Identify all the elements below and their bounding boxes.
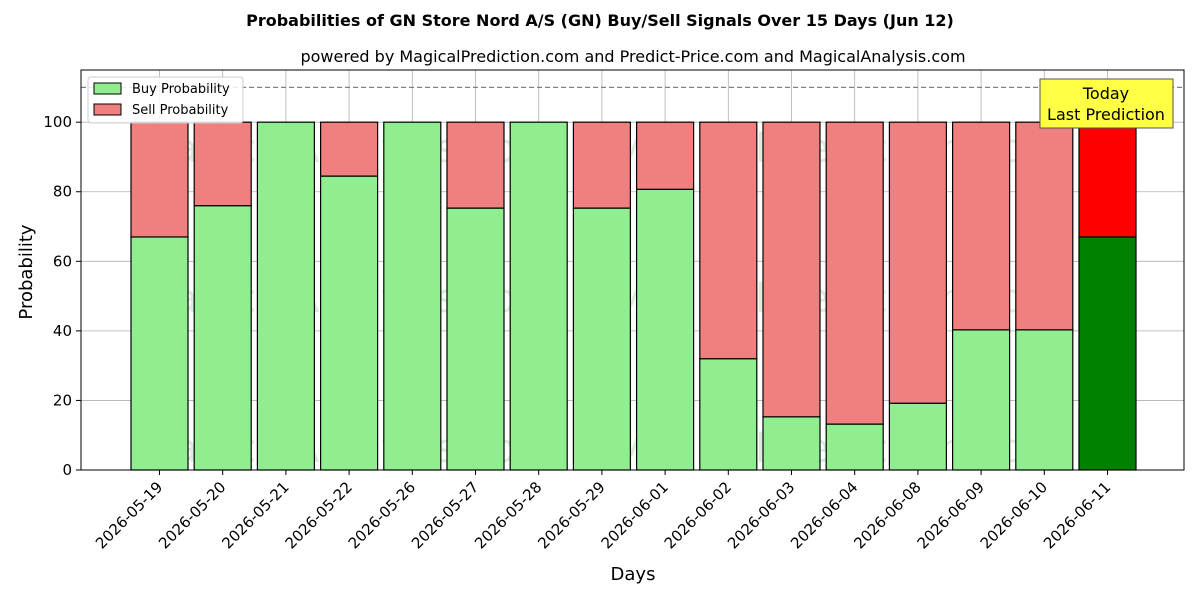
buy-bar [825,423,884,471]
chart-title: Probabilities of GN Store Nord A/S (GN) … [246,11,954,30]
x-tick-label: 2026-06-09 [914,478,988,552]
y-axis-label: Probability [16,224,37,319]
x-tick-label: 2026-05-19 [92,478,166,552]
buy-bar [509,121,568,471]
x-tick-label: 2026-06-04 [787,478,861,552]
x-tick-label: 2026-06-08 [850,478,924,552]
sell-bar [951,121,1011,331]
legend-box [87,76,244,124]
x-tick-label: 2026-06-02 [661,478,735,552]
sell-bar [635,121,695,190]
y-tick-label: 20 [53,391,72,409]
y-tick-label: 80 [53,183,72,201]
x-tick-label: 2026-06-11 [1040,478,1114,552]
y-tick-label: 100 [43,113,72,131]
x-tick-label: 2026-06-10 [977,478,1051,552]
buy-bar [256,121,315,471]
sell-bar [1015,121,1074,331]
sell-bar [446,121,505,209]
buy-bar [699,358,758,471]
x-tick-label: 2026-05-29 [534,478,608,552]
today-box [1039,78,1174,129]
buy-bar [1015,329,1074,471]
sell-bar [320,121,379,177]
legend-swatch [93,82,122,95]
x-axis-label: Days [611,564,656,585]
buy-bar [193,205,252,471]
today-text: Today [1082,84,1129,103]
y-tick-label: 60 [53,252,72,270]
plot-frame [80,69,1185,471]
legend-swatch [93,103,122,116]
legend-label: Buy Probability [132,82,230,97]
buy-bar [888,402,948,471]
y-tick-label: 40 [53,322,72,340]
y-tick-label: 0 [62,461,72,479]
sell-bar [130,121,189,238]
sell-bar [825,121,884,425]
buy-bar [383,121,442,471]
x-tick-label: 2026-05-20 [155,478,229,552]
sell-bar [699,121,758,360]
sell-bar [1078,121,1137,238]
chart-subtitle: powered by MagicalPrediction.com and Pre… [300,47,965,66]
x-tick-label: 2026-05-21 [218,478,292,552]
x-tick-label: 2026-05-22 [282,478,356,552]
sell-bar [762,121,821,418]
buy-bar [951,329,1011,471]
buy-bar [446,207,505,471]
sell-bar [572,121,632,209]
bars [130,121,1137,471]
x-tick-label: 2026-06-01 [598,478,672,552]
x-tick-label: 2026-05-28 [471,478,545,552]
today-annotation: Today Last Prediction [1039,78,1174,129]
x-tick-label: 2026-05-26 [345,478,419,552]
buy-bar [572,207,632,471]
sell-bar [193,121,252,207]
buy-bar [320,175,379,471]
buy-bar [635,188,695,471]
legend: Buy Probability Sell Probability [87,76,244,124]
today-text: Last Prediction [1047,105,1165,124]
buy-bar [130,236,189,471]
x-tick-label: 2026-05-27 [408,478,482,552]
buy-bar [1078,236,1137,471]
x-tick-label: 2026-06-03 [724,478,798,552]
buy-bar [762,416,821,471]
legend-label: Sell Probability [132,103,229,118]
sell-bar [888,121,948,404]
